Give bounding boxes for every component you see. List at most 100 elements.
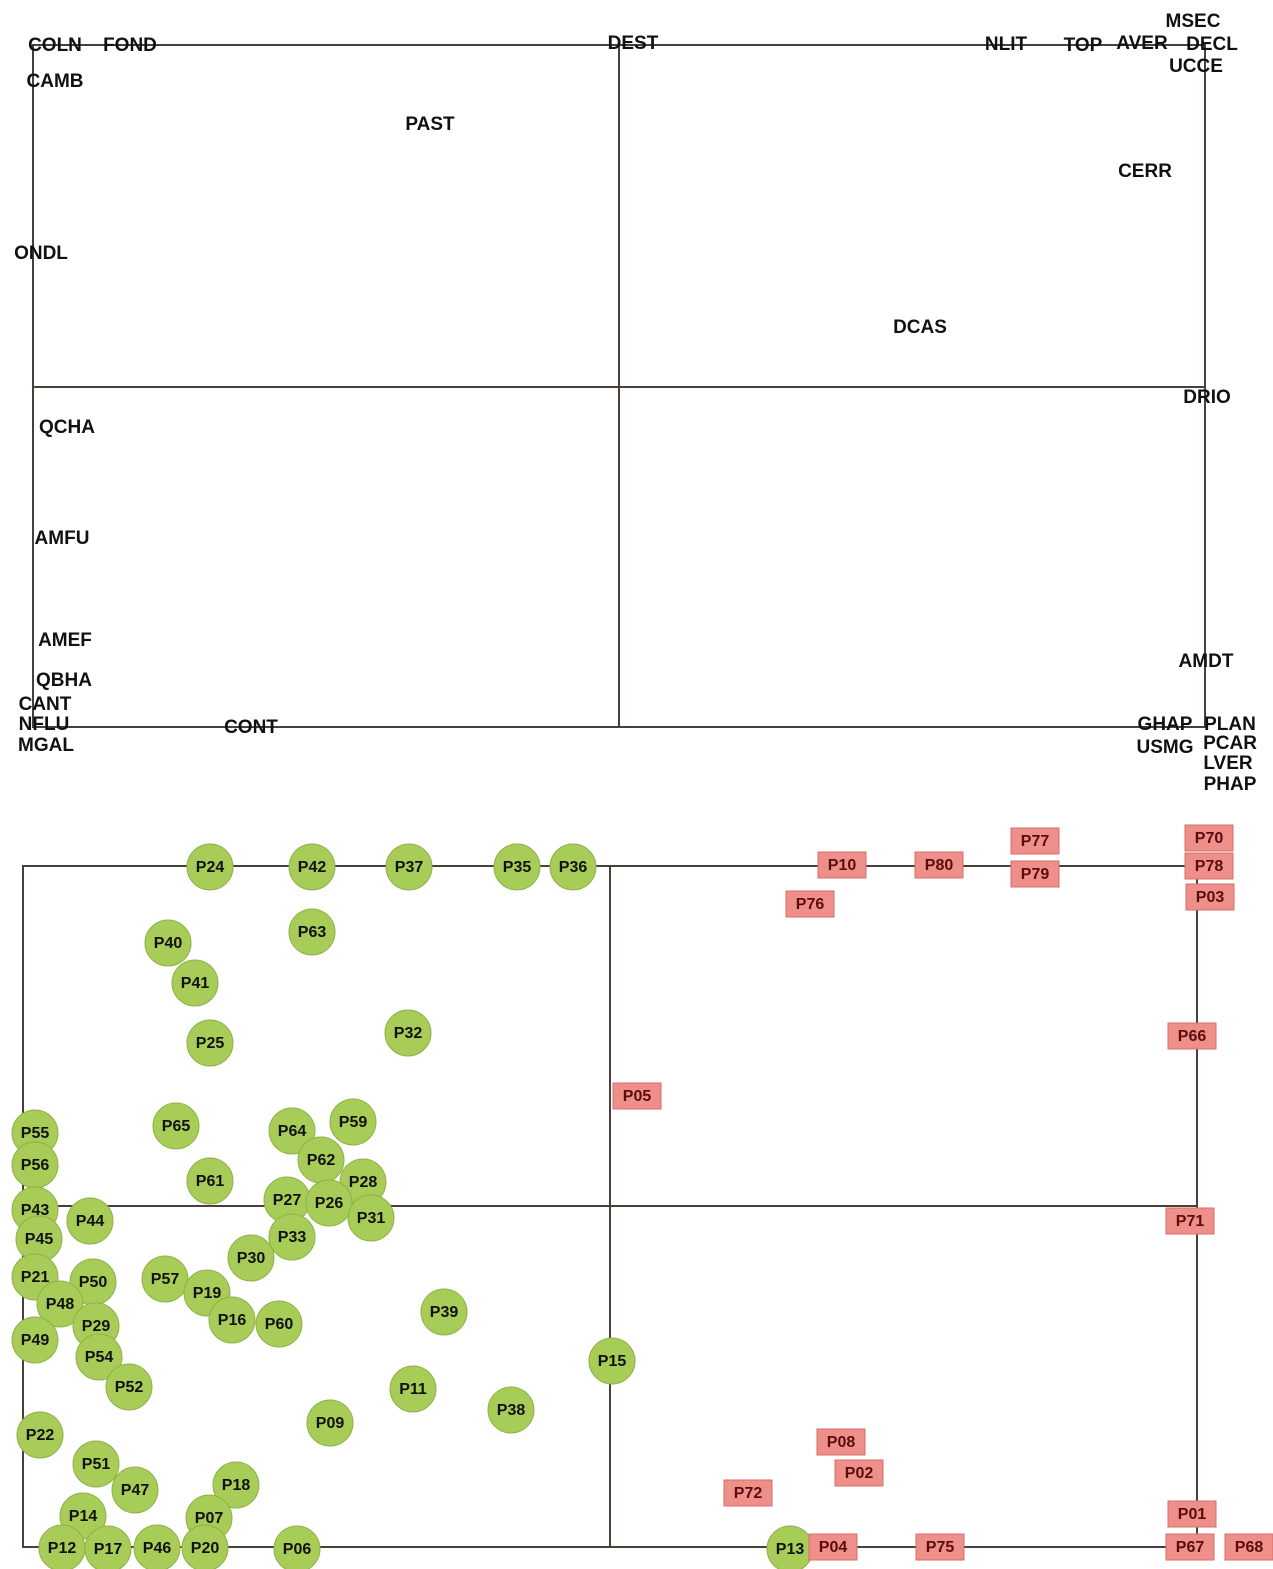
red-point <box>1167 1500 1217 1528</box>
green-point <box>487 1386 535 1434</box>
red-point <box>817 851 867 879</box>
red-point <box>723 1479 773 1507</box>
point-label: P28 <box>349 1174 378 1191</box>
variable-label: CONT <box>224 717 278 738</box>
point-label: P27 <box>273 1192 302 1209</box>
point-label: P01 <box>1178 1506 1207 1523</box>
green-point <box>66 1197 114 1245</box>
point-label: P16 <box>218 1312 247 1329</box>
point-label: P15 <box>598 1353 627 1370</box>
red-point <box>1184 852 1234 880</box>
point-label: P06 <box>283 1541 312 1558</box>
green-point <box>347 1194 395 1242</box>
green-point <box>288 843 336 891</box>
green-point <box>385 843 433 891</box>
green-point <box>227 1234 275 1282</box>
green-point <box>144 919 192 967</box>
point-label: P59 <box>339 1114 368 1131</box>
point-label: P42 <box>298 859 327 876</box>
variable-label: DEST <box>608 33 659 54</box>
variable-label: PLAN <box>1204 714 1256 735</box>
green-point <box>212 1461 260 1509</box>
point-label: P38 <box>497 1402 526 1419</box>
variable-label: CANT <box>19 694 72 715</box>
variable-label: MGAL <box>18 735 74 756</box>
point-label: P46 <box>143 1540 172 1557</box>
point-label: P43 <box>21 1202 50 1219</box>
point-label: P47 <box>121 1482 150 1499</box>
point-label: P25 <box>196 1035 225 1052</box>
red-point <box>1184 824 1234 852</box>
point-label: P61 <box>196 1173 225 1190</box>
variable-label: ONDL <box>14 243 68 264</box>
green-point <box>72 1440 120 1488</box>
point-label: P24 <box>196 859 225 876</box>
point-label: P80 <box>925 857 954 874</box>
point-label: P10 <box>828 857 857 874</box>
green-point <box>152 1102 200 1150</box>
green-point <box>186 1157 234 1205</box>
variable-label: TOP <box>1064 35 1103 56</box>
point-label: P45 <box>25 1231 54 1248</box>
variable-label: NLIT <box>985 34 1028 55</box>
green-point <box>36 1280 84 1328</box>
point-label: P03 <box>1196 889 1225 906</box>
point-label: P37 <box>395 859 424 876</box>
point-label: P07 <box>195 1510 224 1527</box>
point-label: P66 <box>1178 1028 1207 1045</box>
variable-label: PHAP <box>1204 774 1257 795</box>
green-point <box>268 1213 316 1261</box>
point-label: P09 <box>316 1415 345 1432</box>
point-label: P13 <box>776 1541 805 1558</box>
variable-label: DRIO <box>1183 387 1231 408</box>
point-label: P21 <box>21 1269 50 1286</box>
variable-label: GHAP <box>1138 714 1193 735</box>
variable-label: UCCE <box>1169 56 1223 77</box>
point-label: P56 <box>21 1157 50 1174</box>
point-label: P71 <box>1176 1213 1205 1230</box>
point-label: P70 <box>1195 830 1224 847</box>
variable-label: USMG <box>1137 737 1194 758</box>
point-label: P75 <box>926 1539 955 1556</box>
point-label: P40 <box>154 935 183 952</box>
point-label: P19 <box>193 1285 222 1302</box>
green-point <box>84 1525 132 1569</box>
red-point <box>1010 860 1060 888</box>
green-point <box>181 1524 229 1569</box>
point-label: P20 <box>191 1540 220 1557</box>
red-point <box>808 1533 858 1561</box>
point-label: P68 <box>1235 1539 1264 1556</box>
point-label: P62 <box>307 1152 336 1169</box>
variable-label: AVER <box>1116 33 1168 54</box>
red-point <box>834 1459 884 1487</box>
point-label: P29 <box>82 1318 111 1335</box>
point-label: P14 <box>69 1508 98 1525</box>
variable-label: CERR <box>1118 161 1172 182</box>
point-label: P77 <box>1021 833 1050 850</box>
variable-label: QBHA <box>36 670 92 691</box>
variable-label: DECL <box>1186 34 1238 55</box>
point-label: P22 <box>26 1427 55 1444</box>
point-label: P67 <box>1176 1539 1205 1556</box>
variable-label: PAST <box>405 114 455 135</box>
green-point <box>306 1399 354 1447</box>
variable-label: LVER <box>1203 753 1253 774</box>
green-point <box>16 1411 64 1459</box>
point-label: P51 <box>82 1456 111 1473</box>
variable-label: PCAR <box>1203 733 1257 754</box>
point-label: P55 <box>21 1125 50 1142</box>
green-point <box>549 843 597 891</box>
green-point <box>329 1098 377 1146</box>
green-point <box>141 1255 189 1303</box>
green-point <box>420 1288 468 1336</box>
red-point <box>1165 1207 1215 1235</box>
variable-label: NFLU <box>19 714 70 735</box>
point-label: P79 <box>1021 866 1050 883</box>
green-point <box>493 843 541 891</box>
point-label: P65 <box>162 1118 191 1135</box>
green-point <box>186 843 234 891</box>
variable-label: MSEC <box>1166 11 1221 32</box>
variable-label: FOND <box>103 35 157 56</box>
variable-label: DCAS <box>893 317 947 338</box>
